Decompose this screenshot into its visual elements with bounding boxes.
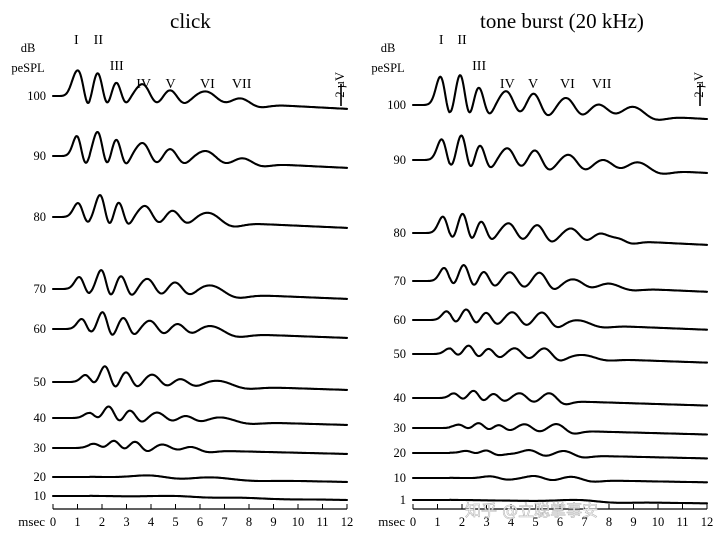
abr-trace — [51, 69, 349, 110]
x-tick-label: 0 — [410, 515, 416, 529]
x-tick-label: 1 — [434, 515, 440, 529]
level-label: 50 — [394, 347, 407, 361]
x-tick-label: 1 — [74, 515, 80, 529]
abr-trace — [51, 494, 349, 502]
level-label: 70 — [34, 282, 47, 296]
watermark: 知乎 @立聪掌事安 — [465, 501, 598, 520]
wave-label: VI — [560, 77, 575, 92]
level-label: 60 — [394, 313, 407, 327]
level-label: 50 — [34, 375, 47, 389]
x-tick-label: 3 — [123, 515, 129, 529]
y-axis-label-reference: peSPL — [371, 61, 404, 75]
x-tick-label: 6 — [557, 515, 563, 529]
x-tick-label: 4 — [508, 515, 515, 529]
abr-trace — [51, 474, 349, 484]
abr-trace — [411, 308, 709, 331]
x-axis-label: msec — [378, 514, 405, 529]
level-label: 80 — [394, 226, 407, 240]
x-tick-label: 7 — [581, 515, 587, 529]
x-tick-label: 3 — [483, 515, 489, 529]
wave-label: I — [74, 33, 79, 48]
abr-trace — [51, 439, 349, 455]
level-label: 10 — [394, 471, 407, 485]
level-label: 20 — [34, 470, 47, 484]
level-label: 100 — [387, 98, 406, 112]
x-tick-label: 9 — [270, 515, 276, 529]
chart-title: click — [170, 9, 211, 33]
abr-trace — [411, 212, 709, 246]
abr-trace — [51, 269, 349, 300]
level-label: 90 — [394, 153, 407, 167]
abr-trace — [411, 449, 709, 460]
x-tick-label: 11 — [676, 515, 688, 529]
x-axis-label: msec — [18, 514, 45, 529]
wave-label: VII — [592, 77, 612, 92]
y-axis-label-unit: dB — [381, 41, 396, 55]
abr-trace — [411, 264, 709, 293]
abr-trace — [411, 474, 709, 484]
x-tick-label: 8 — [606, 515, 612, 529]
abr-trace — [51, 130, 349, 169]
wave-label: III — [472, 59, 486, 74]
x-tick-label: 5 — [532, 515, 538, 529]
y-axis-label-unit: dB — [21, 41, 36, 55]
wave-label: V — [528, 77, 538, 92]
x-tick-label: 10 — [652, 515, 665, 529]
abr-trace — [51, 405, 349, 426]
x-tick-label: 0 — [50, 515, 56, 529]
abr-trace — [411, 422, 709, 436]
level-label: 80 — [34, 210, 47, 224]
x-tick-label: 11 — [316, 515, 328, 529]
wave-label: VI — [200, 77, 215, 92]
abr-trace — [51, 311, 349, 339]
abr-trace — [51, 194, 349, 229]
abr-trace — [51, 365, 349, 391]
wave-label: V — [166, 77, 176, 92]
level-label: 90 — [34, 149, 47, 163]
abr-trace — [411, 74, 709, 121]
level-label: 70 — [394, 274, 407, 288]
x-tick-label: 9 — [630, 515, 636, 529]
scale-bar-label: 2 µV — [333, 72, 347, 98]
wave-label: II — [457, 33, 467, 48]
level-label: 10 — [34, 489, 47, 503]
level-label: 40 — [34, 411, 47, 425]
x-tick-label: 8 — [246, 515, 252, 529]
x-tick-label: 5 — [172, 515, 178, 529]
x-tick-label: 4 — [148, 515, 155, 529]
wave-label: II — [94, 33, 104, 48]
wave-label: I — [439, 33, 444, 48]
x-tick-label: 12 — [701, 515, 714, 529]
scale-bar-label: 2 µV — [692, 72, 706, 98]
level-label: 20 — [394, 446, 407, 460]
chart-title: tone burst (20 kHz) — [480, 9, 644, 33]
abr-trace — [411, 498, 709, 505]
wave-label: III — [110, 59, 124, 74]
x-tick-label: 2 — [99, 515, 105, 529]
wave-label: IV — [500, 77, 515, 92]
x-tick-label: 2 — [459, 515, 465, 529]
x-tick-label: 6 — [197, 515, 203, 529]
y-axis-label-reference: peSPL — [11, 61, 44, 75]
x-tick-label: 12 — [341, 515, 354, 529]
x-tick-label: 7 — [221, 515, 227, 529]
x-tick-label: 10 — [292, 515, 305, 529]
abr-trace — [411, 134, 709, 175]
level-label: 60 — [34, 322, 47, 336]
abr-trace — [411, 344, 709, 364]
level-label: 100 — [27, 89, 46, 103]
level-label: 30 — [394, 421, 407, 435]
abr-trace — [411, 389, 709, 407]
wave-label: VII — [232, 77, 252, 92]
level-label: 40 — [394, 391, 407, 405]
level-label: 1 — [400, 493, 406, 507]
level-label: 30 — [34, 441, 47, 455]
